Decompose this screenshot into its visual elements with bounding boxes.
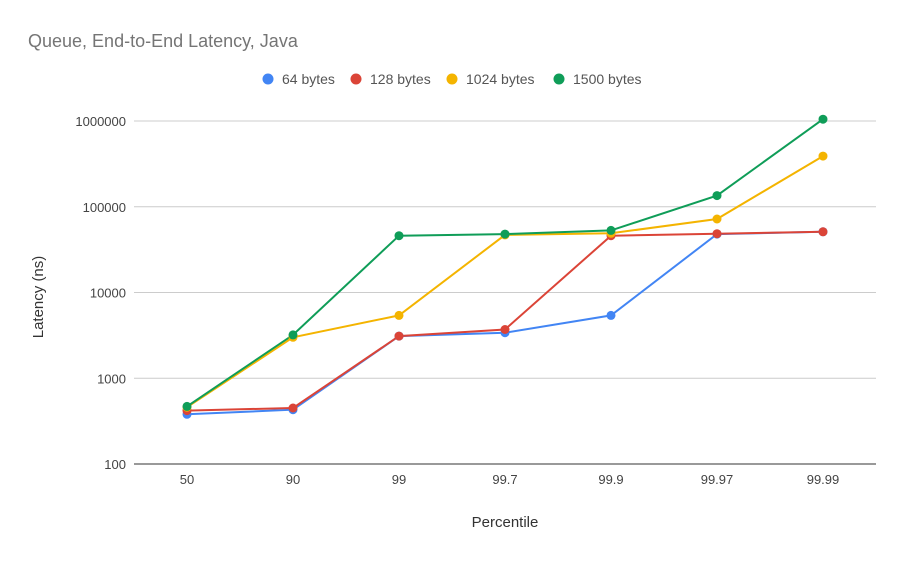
series-line-2 [186,155,824,409]
legend-marker [350,73,362,85]
data-point [288,330,298,340]
series-lines [186,118,824,416]
y-axis-ticks: 100 1000 10000 100000 1000000 [75,114,126,472]
x-tick-label: 99.97 [701,472,734,487]
y-tick-label: 1000000 [75,114,126,129]
data-point [606,225,616,235]
data-point [500,229,510,239]
data-point [606,310,616,320]
legend-label: 64 bytes [282,71,335,87]
data-point [394,331,404,341]
data-point [394,310,404,320]
y-tick-label: 100000 [83,200,126,215]
data-point [288,403,298,413]
x-tick-label: 90 [286,472,300,487]
legend-label: 128 bytes [370,71,431,87]
data-point [818,114,828,124]
data-point [712,191,722,201]
y-tick-label: 100 [104,457,126,472]
legend-label: 1024 bytes [466,71,535,87]
y-tick-label: 10000 [90,286,126,301]
legend-label: 1500 bytes [573,71,642,87]
series-line-3 [186,118,824,408]
x-tick-label: 99.9 [598,472,623,487]
data-point [818,227,828,237]
legend-marker [262,73,274,85]
data-point [500,325,510,334]
y-axis-label: Latency (ns) [30,256,47,339]
data-point [712,214,722,224]
series-line-1 [186,230,824,412]
gridlines [134,120,876,465]
data-point [394,231,404,241]
series-line-0 [186,230,824,416]
chart-title: Queue, End-to-End Latency, Java [28,31,299,51]
x-axis-ticks: 50 90 99 99.7 99.9 99.97 99.99 [180,472,840,487]
x-tick-label: 99.7 [492,472,517,487]
x-tick-label: 99.99 [807,472,840,487]
data-point [818,151,828,161]
legend-marker [446,73,458,85]
x-tick-label: 99 [392,472,406,487]
legend-marker [553,73,565,85]
x-tick-label: 50 [180,472,194,487]
data-point [182,401,192,411]
legend: 64 bytes 128 bytes 1024 bytes 1500 bytes [262,71,642,87]
x-axis-label: Percentile [472,514,539,531]
data-point [712,229,722,239]
y-tick-label: 1000 [97,371,126,386]
series-points [182,114,828,419]
